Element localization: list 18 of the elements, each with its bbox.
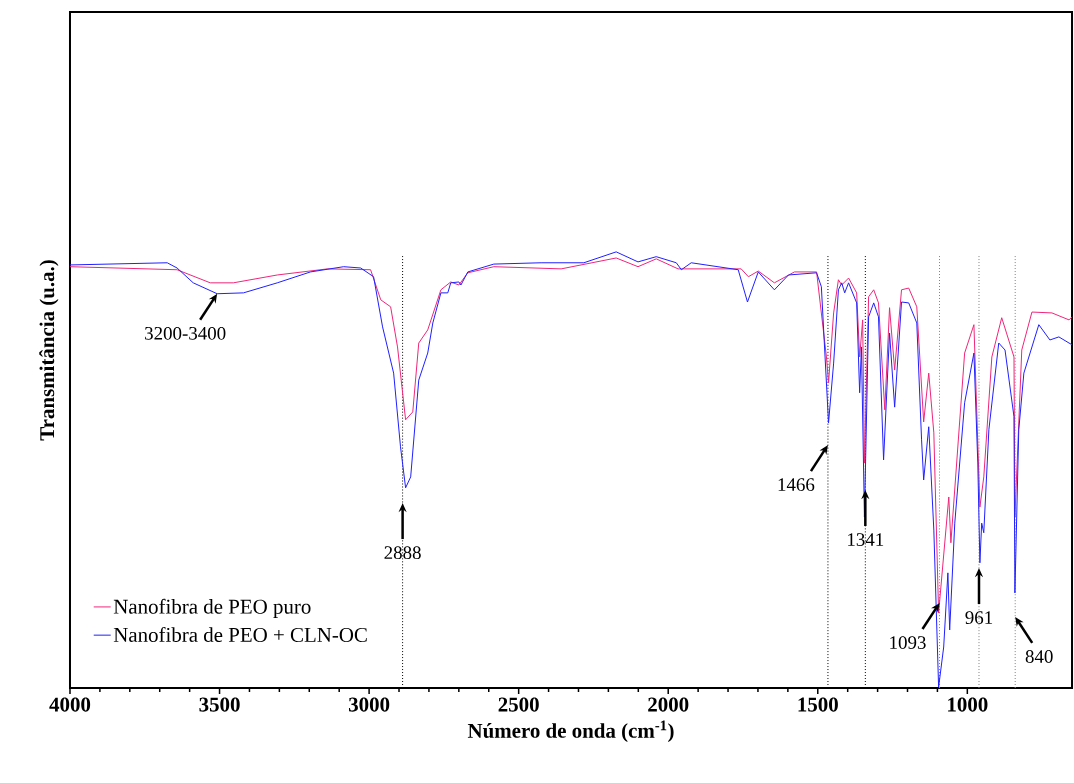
y-axis-title: Transmitância (u.a.) bbox=[39, 260, 59, 441]
x-tick-label: 3000 bbox=[348, 697, 390, 712]
annotation: 1466 bbox=[778, 478, 815, 491]
x-tick-label: 2000 bbox=[648, 697, 689, 712]
x-axis-title: Número de onda (cm$^{-1}$) bbox=[467, 720, 674, 743]
legend-label: Nanofibra de PEO + CLN-OC bbox=[113, 627, 367, 642]
annotation: 840 bbox=[1025, 650, 1053, 663]
annotation: 1341 bbox=[848, 533, 884, 546]
x-tick-label: 1500 bbox=[798, 697, 838, 712]
x-tick-label: 2500 bbox=[498, 697, 539, 712]
annotation: 1093 bbox=[890, 636, 926, 649]
x-tick-label: 3500 bbox=[199, 697, 240, 712]
annotation: 961 bbox=[965, 611, 993, 624]
x-tick-label: 1000 bbox=[948, 697, 988, 712]
x-tick-label: 4000 bbox=[49, 697, 91, 712]
annotation: 3200-3400 bbox=[145, 326, 226, 340]
legend-label: Nanofibra de PEO puro bbox=[113, 598, 311, 618]
annotation: 2888 bbox=[384, 546, 421, 560]
